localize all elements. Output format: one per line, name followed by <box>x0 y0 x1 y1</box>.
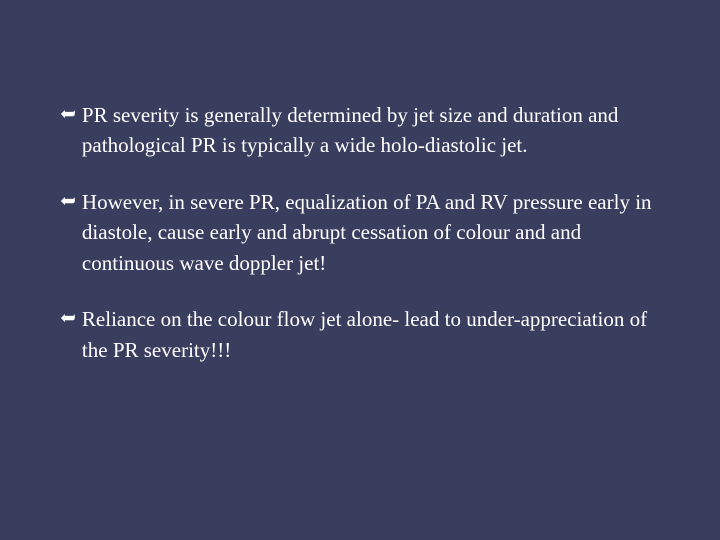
slide: ➥ PR severity is generally determined by… <box>0 0 720 540</box>
bullet-text: PR severity is generally determined by j… <box>82 100 665 161</box>
bullet-text: However, in severe PR, equalization of P… <box>82 187 665 278</box>
bullet-marker-icon: ➥ <box>60 100 76 129</box>
bullet-marker-icon: ➥ <box>60 304 76 333</box>
bullet-text: Reliance on the colour flow jet alone- l… <box>82 304 665 365</box>
bullet-item: ➥ Reliance on the colour flow jet alone-… <box>60 304 665 365</box>
bullet-item: ➥ However, in severe PR, equalization of… <box>60 187 665 278</box>
bullet-marker-icon: ➥ <box>60 187 76 216</box>
bullet-item: ➥ PR severity is generally determined by… <box>60 100 665 161</box>
